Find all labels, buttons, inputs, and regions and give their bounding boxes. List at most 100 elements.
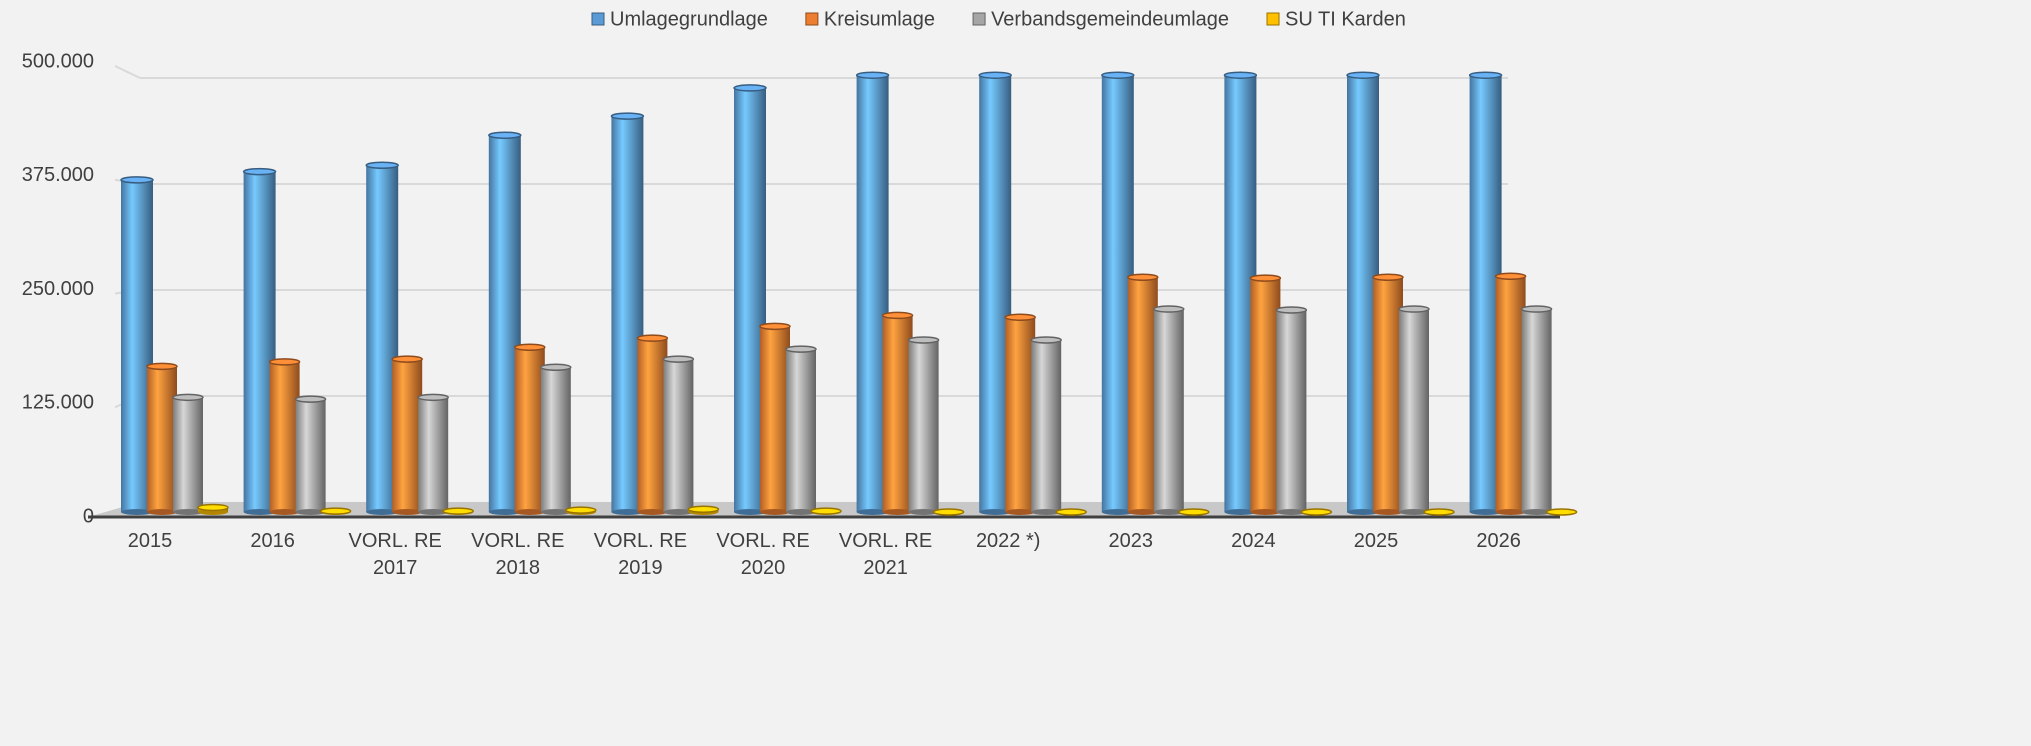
bar-top	[637, 335, 667, 341]
bar	[392, 359, 422, 512]
x-tick-label: 2023	[1076, 528, 1186, 555]
bar	[663, 359, 693, 512]
bar-top	[1056, 509, 1086, 515]
bar	[1250, 278, 1280, 512]
x-tick-label: 2026	[1444, 528, 1554, 555]
bar-top	[321, 508, 351, 514]
bar	[515, 347, 545, 512]
bar-base	[637, 509, 667, 515]
x-tick-label: VORL. RE 2019	[585, 528, 695, 582]
bar-top	[566, 507, 596, 513]
bar	[1399, 309, 1429, 512]
bar	[1005, 317, 1035, 512]
bar-top	[1424, 509, 1454, 515]
x-tick-label: 2024	[1198, 528, 1308, 555]
x-tick-label: VORL. RE 2020	[708, 528, 818, 582]
grid-slant	[115, 66, 140, 78]
bar-top	[541, 364, 571, 370]
bar	[296, 399, 326, 512]
x-tick-label: VORL. RE 2018	[463, 528, 573, 582]
bar-base	[1128, 509, 1158, 515]
bar	[760, 326, 790, 512]
bar-top	[1276, 307, 1306, 313]
bar-base	[1250, 509, 1280, 515]
bar-base	[147, 509, 177, 515]
y-tick-label: 375.000	[22, 164, 94, 186]
bar	[1128, 277, 1158, 512]
bar-top	[934, 509, 964, 515]
bar	[883, 315, 913, 512]
bar-top	[909, 337, 939, 343]
bar-base	[392, 509, 422, 515]
bar-top	[811, 508, 841, 514]
bar-top	[1005, 314, 1035, 320]
bar-top	[515, 344, 545, 350]
bar-top	[173, 394, 203, 400]
y-tick-label: 500.000	[22, 50, 94, 72]
bar-base	[270, 509, 300, 515]
bar	[1496, 276, 1526, 512]
x-tick-label: VORL. RE 2017	[340, 528, 450, 582]
bar-top	[734, 85, 766, 91]
bar-top	[857, 72, 889, 78]
legend-swatch	[1267, 13, 1279, 25]
bar-top	[1399, 306, 1429, 312]
legend-label: Verbandsgemeindeumlage	[991, 8, 1229, 30]
bar	[1031, 340, 1061, 512]
bar-top	[244, 169, 276, 175]
bar-top	[1547, 509, 1577, 515]
bar	[1522, 309, 1552, 512]
legend-swatch	[592, 13, 604, 25]
x-tick-label: VORL. RE 2021	[831, 528, 941, 582]
bar-top	[786, 346, 816, 352]
bar-top	[1179, 509, 1209, 515]
bar	[1154, 309, 1184, 512]
bar-top	[121, 177, 153, 183]
bar-base	[1005, 509, 1035, 515]
bar	[418, 397, 448, 512]
legend-swatch	[973, 13, 985, 25]
y-tick-label: 250.000	[22, 278, 94, 300]
bar-base	[1496, 509, 1526, 515]
bar-top	[198, 504, 228, 510]
bar	[173, 397, 203, 512]
x-tick-label: 2016	[218, 528, 328, 555]
x-tick-label: 2025	[1321, 528, 1431, 555]
bar-top	[1102, 72, 1134, 78]
bar	[786, 349, 816, 512]
bar-top	[489, 132, 521, 138]
bar-top	[1373, 274, 1403, 280]
bar-top	[760, 323, 790, 329]
bar-top	[1154, 306, 1184, 312]
bar-top	[270, 359, 300, 365]
bar	[541, 367, 571, 512]
bar-top	[366, 162, 398, 168]
bar-top	[1250, 275, 1280, 281]
bar-base	[883, 509, 913, 515]
bar-top	[611, 113, 643, 119]
y-tick-label: 125.000	[22, 392, 94, 414]
bar-top	[392, 356, 422, 362]
legend-label: SU TI Karden	[1285, 8, 1406, 30]
bar-top	[1128, 274, 1158, 280]
x-tick-label: 2022 *)	[953, 528, 1063, 555]
bar-top	[883, 312, 913, 318]
bar-top	[443, 508, 473, 514]
bar-top	[688, 506, 718, 512]
bar	[1276, 310, 1306, 512]
bar-top	[296, 396, 326, 402]
bar	[909, 340, 939, 512]
legend-label: Umlagegrundlage	[610, 8, 768, 30]
bar-top	[1224, 72, 1256, 78]
bar-top	[1470, 72, 1502, 78]
bar-top	[1031, 337, 1061, 343]
bar-top	[418, 394, 448, 400]
bar-base	[1373, 509, 1403, 515]
bar-top	[1496, 273, 1526, 279]
bar-base	[515, 509, 545, 515]
bar	[147, 366, 177, 512]
bar	[1373, 277, 1403, 512]
